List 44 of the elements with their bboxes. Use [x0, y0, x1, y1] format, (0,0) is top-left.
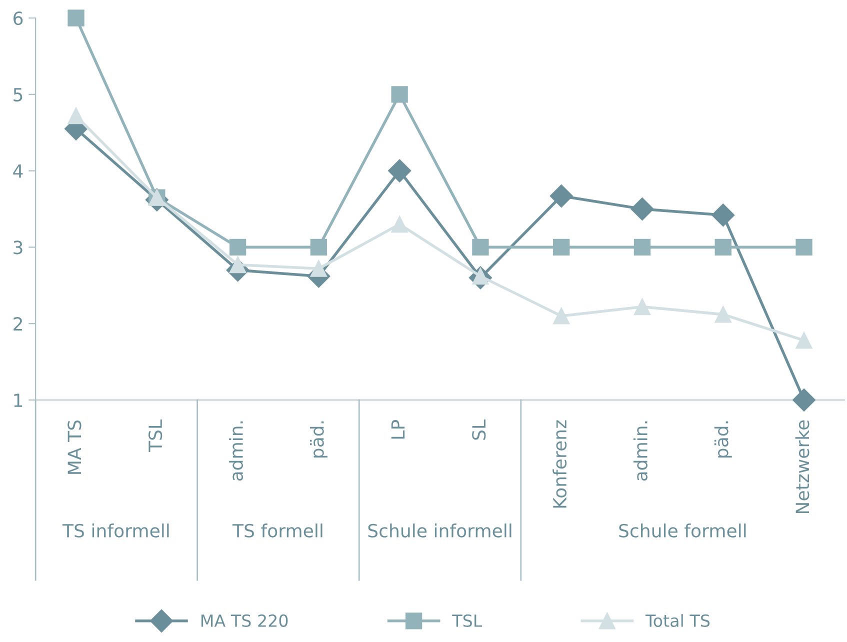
y-tick-label: 3: [14, 240, 22, 254]
point: [634, 298, 651, 316]
point: [634, 238, 651, 256]
x-tick-label: admin.: [229, 421, 244, 481]
text: TS informell: [62, 524, 169, 538]
text: TS formell: [232, 524, 322, 538]
x-tick-label: Netzwerke: [795, 420, 810, 514]
point: [792, 388, 816, 412]
point: [712, 204, 735, 227]
text: Schule informell: [368, 524, 512, 538]
y-tick-label: 1: [14, 394, 22, 407]
y-tick-label: 5: [14, 88, 22, 102]
y-tick-label: 4: [13, 164, 23, 178]
point: [391, 216, 408, 233]
point: [714, 238, 732, 256]
x-tick-label: päd.: [310, 421, 328, 458]
point: [553, 308, 570, 324]
point: [796, 332, 812, 349]
text: Schule formell: [619, 524, 746, 538]
point: [229, 238, 246, 256]
point: [310, 260, 328, 277]
y-tick-label: 2: [14, 317, 22, 330]
point: [796, 238, 812, 256]
point: [630, 198, 654, 220]
x-tick-label: MA TS: [68, 420, 82, 474]
legend-label: Total TS: [645, 614, 710, 627]
x-tick-label: admin.: [634, 421, 648, 481]
x-tick-label: päd.: [714, 421, 732, 458]
point: [472, 238, 489, 256]
point: [714, 306, 732, 323]
point: [310, 238, 328, 256]
point: [68, 10, 84, 26]
point: [553, 238, 570, 256]
x-tick-label: SL: [472, 420, 486, 440]
point: [391, 86, 408, 103]
legend-label: TSL: [452, 614, 482, 627]
point: [388, 159, 412, 182]
point: [550, 184, 573, 208]
point: [68, 107, 84, 124]
legend-label: MA TS 220: [201, 614, 288, 627]
x-tick-label: LP: [391, 420, 405, 439]
x-tick-label: Konferenz: [552, 420, 567, 508]
x-tick-label: TSL: [148, 420, 162, 452]
y-tick-label: 6: [14, 11, 23, 26]
